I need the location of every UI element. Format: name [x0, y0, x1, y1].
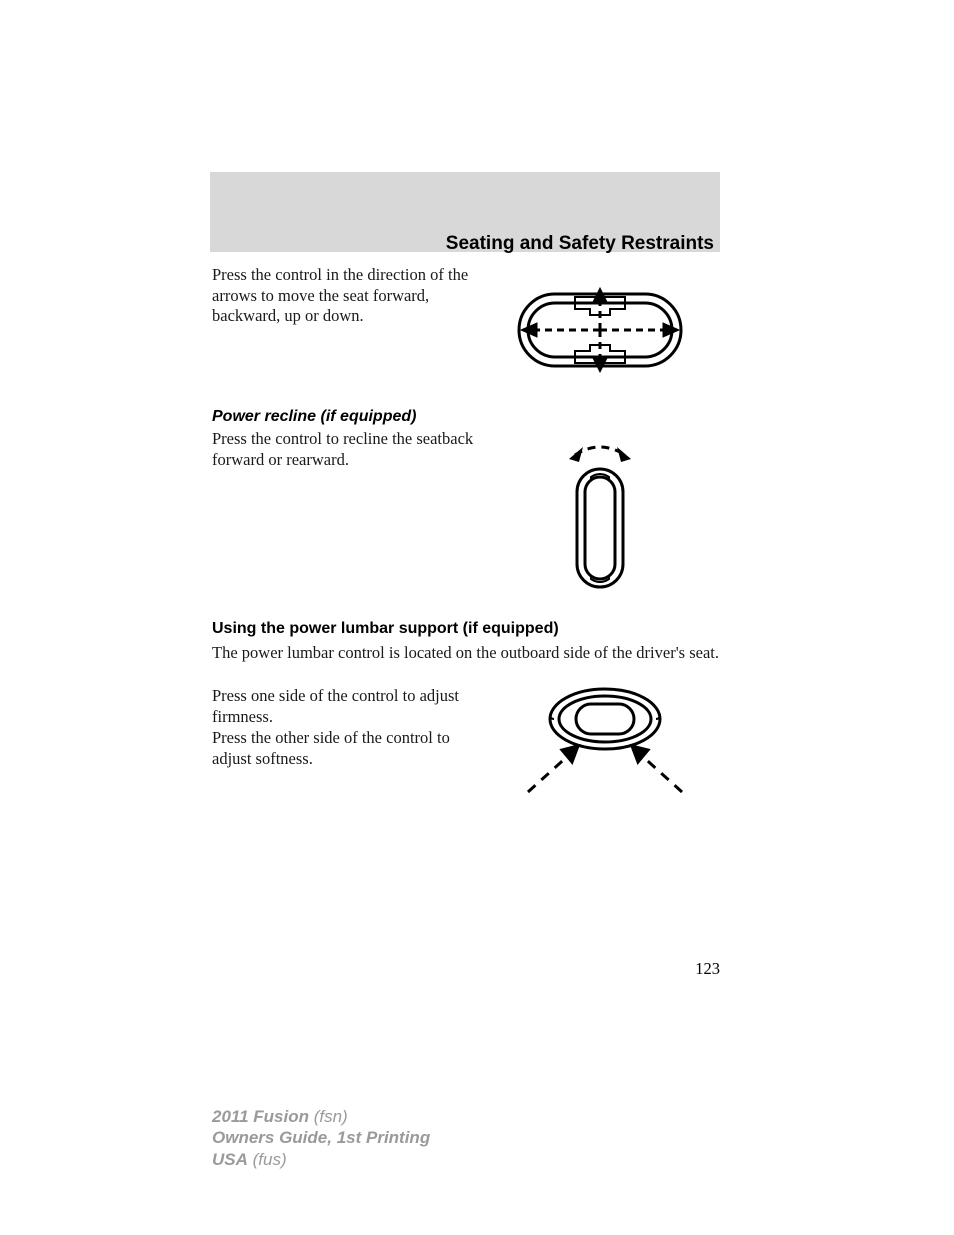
power-recline-text: Press the control to recline the seatbac… [212, 429, 487, 470]
footer-vehicle: 2011 Fusion [212, 1107, 309, 1126]
power-recline-heading: Power recline (if equipped) [212, 408, 416, 426]
chapter-title: Seating and Safety Restraints [210, 233, 720, 255]
seat-control-4way-diagram [505, 280, 695, 380]
footer-line-3: USA (fus) [212, 1149, 430, 1170]
footer-code-1: (fsn) [309, 1107, 348, 1126]
seat-move-instruction: Press the control in the direction of th… [212, 265, 487, 327]
footer-guide-line: Owners Guide, 1st Printing [212, 1127, 430, 1148]
lumbar-heading: Using the power lumbar support (if equip… [212, 620, 559, 638]
lumbar-text-firmness: Press one side of the control to adjust … [212, 686, 487, 727]
lumbar-text-softness: Press the other side of the control to a… [212, 728, 487, 769]
footer-block: 2011 Fusion (fsn) Owners Guide, 1st Prin… [212, 1106, 430, 1170]
recline-control-diagram [555, 437, 645, 597]
footer-region: USA [212, 1150, 248, 1169]
lumbar-text-location: The power lumbar control is located on t… [212, 643, 720, 664]
page-number: 123 [210, 959, 720, 979]
lumbar-control-diagram [500, 682, 710, 802]
footer-code-2: (fus) [248, 1150, 287, 1169]
footer-line-1: 2011 Fusion (fsn) [212, 1106, 430, 1127]
